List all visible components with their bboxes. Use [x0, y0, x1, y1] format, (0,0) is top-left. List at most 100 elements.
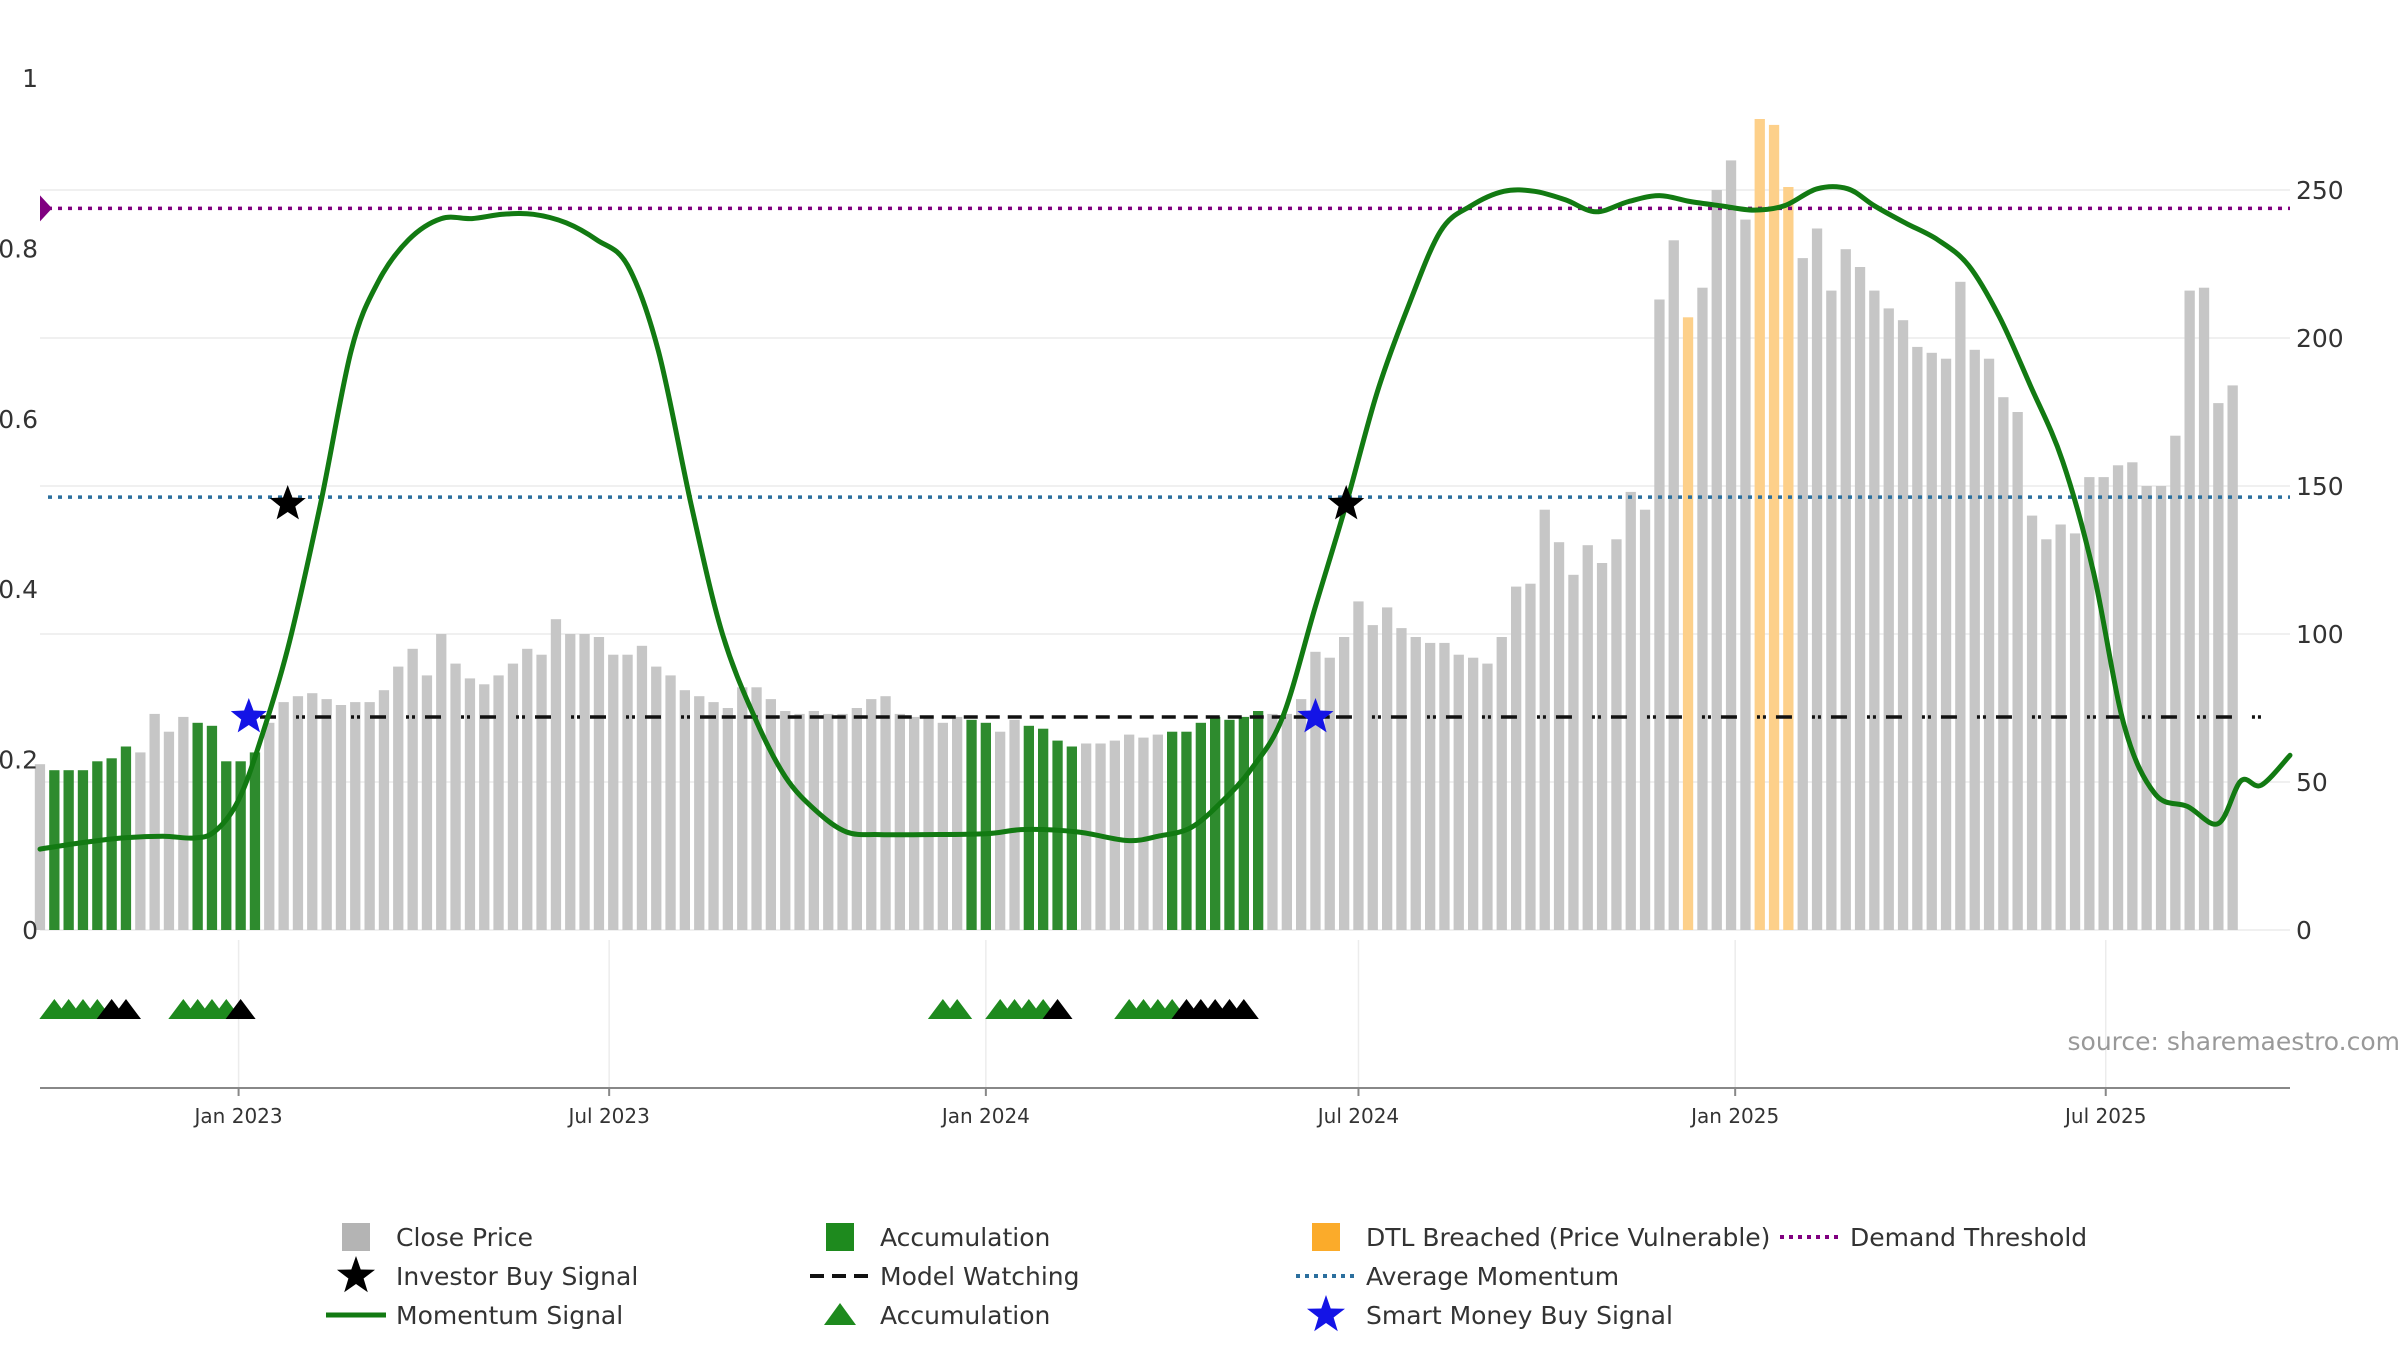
y-right-tick-label: 150 [2296, 472, 2344, 501]
price-bar-grey [1926, 352, 1937, 930]
price-bar-grey [722, 708, 733, 930]
legend-label: Momentum Signal [396, 1301, 623, 1330]
price-bar-grey [2012, 412, 2023, 930]
x-tick-label: Jul 2024 [1316, 1104, 1399, 1128]
price-bar-grey [1940, 358, 1952, 930]
legend-label: Average Momentum [1366, 1262, 1619, 1291]
price-bar-orange [1682, 317, 1694, 930]
grid [40, 189, 2290, 1088]
price-bar-grey [1697, 287, 1708, 930]
y-left-tick-label: 1 [22, 64, 38, 93]
price-bar-grey [565, 634, 576, 930]
price-bar-grey [278, 702, 289, 930]
price-bar-grey [2170, 435, 2181, 930]
momentum-line-group [37, 184, 2293, 852]
price-bar-grey [2041, 539, 2052, 930]
price-bar-grey [335, 705, 347, 930]
price-bar-grey [2155, 486, 2167, 930]
price-bar-orange [1754, 119, 1765, 930]
price-bar-grey [1912, 346, 1923, 930]
price-bar-grey [1955, 281, 1966, 930]
legend-label: Investor Buy Signal [396, 1262, 638, 1291]
price-bar-grey [1296, 699, 1307, 930]
price-bar-grey [464, 678, 476, 930]
price-bar-green [221, 761, 232, 930]
y-left-tick-label: 0.8 [0, 234, 38, 263]
price-bar-grey [407, 648, 418, 930]
price-bar-grey [421, 675, 433, 930]
price-bar-grey [1826, 290, 1837, 931]
price-bar-grey [1453, 654, 1464, 930]
legend-item-momentum_signal: Momentum Signal [326, 1301, 623, 1330]
price-bar-grey [1468, 657, 1479, 930]
legend-item-average_momentum: Average Momentum [1296, 1262, 1619, 1291]
legend-label: Demand Threshold [1850, 1223, 2087, 1252]
smart-money-star [1297, 698, 1334, 733]
legend-star [337, 1256, 375, 1293]
price-bar-grey [2098, 477, 2109, 930]
price-bar-grey [1009, 719, 1020, 930]
legend-label: Close Price [396, 1223, 533, 1252]
price-bar-green [966, 719, 977, 930]
price-bar-grey [2198, 287, 2210, 930]
price-bar-grey [808, 711, 819, 930]
price-bar-grey [1811, 228, 1823, 930]
price-bar-green [1238, 716, 1249, 930]
price-bar-grey [522, 648, 533, 930]
price-bar-grey [163, 731, 175, 930]
price-bar-grey [2084, 477, 2095, 930]
price-bar-grey [780, 711, 791, 930]
reference-lines [40, 195, 2290, 719]
y-left-tick-label: 0 [22, 916, 38, 945]
price-bar-grey [579, 634, 590, 930]
price-bar-grey [2141, 486, 2152, 930]
price-bar-grey [1281, 713, 1292, 930]
price-bar-grey [952, 716, 963, 930]
price-bar-grey [479, 684, 490, 930]
price-bar-grey [1382, 607, 1393, 930]
price-bar-grey [2026, 515, 2038, 930]
price-bar-grey [135, 752, 146, 930]
price-bar-grey [1596, 563, 1608, 930]
legend-item-close_price: Close Price [342, 1223, 533, 1252]
price-bar-grey [393, 666, 404, 930]
price-bar-green [63, 770, 74, 930]
price-bar-green [249, 752, 261, 930]
price-bar-grey [450, 663, 461, 930]
price-bar-grey [894, 713, 905, 930]
price-bar-grey [493, 675, 504, 930]
price-bar-green [1167, 731, 1178, 930]
y-right-tick-label: 200 [2296, 324, 2344, 353]
price-bar-grey [350, 702, 361, 930]
accumulation-triangle-black [1042, 999, 1073, 1019]
legend-item-model_watching: Model Watching [810, 1262, 1080, 1291]
legend-label: Model Watching [880, 1262, 1080, 1291]
legend-label: Accumulation [880, 1223, 1050, 1252]
x-tick-label: Jul 2025 [2063, 1104, 2146, 1128]
price-bars [34, 119, 2238, 931]
accumulation-triangle-green [942, 999, 973, 1019]
price-bar-grey [1668, 240, 1679, 931]
price-bar-green [1195, 722, 1206, 930]
price-bar-grey [1998, 397, 2009, 930]
price-bar-grey [436, 634, 447, 930]
price-bar-green [1066, 746, 1077, 930]
investor-buy-star [1328, 485, 1365, 520]
price-bar-grey [593, 637, 605, 930]
price-bar-grey [837, 713, 848, 930]
price-bar-grey [880, 696, 891, 930]
y-right-tick-label: 250 [2296, 176, 2344, 205]
axes: Jan 2023 Jul 2023 Jan 2024 Jul 2024 Jan 2025… [0, 64, 2344, 1128]
price-bar-grey [149, 713, 160, 930]
legend-item-dtl_breached: DTL Breached (Price Vulnerable) [1312, 1223, 1770, 1252]
legend-label: Accumulation [880, 1301, 1050, 1330]
price-bar-green [1210, 716, 1221, 930]
price-bar-grey [1310, 651, 1321, 930]
price-bar-grey [264, 722, 275, 930]
x-tick-label: Jan 2023 [193, 1104, 283, 1128]
price-bar-grey [1840, 249, 1851, 930]
price-bar-grey [665, 675, 676, 930]
price-bar-grey [1081, 743, 1092, 930]
price-bar-grey [2055, 524, 2066, 930]
price-bar-green [49, 770, 60, 930]
